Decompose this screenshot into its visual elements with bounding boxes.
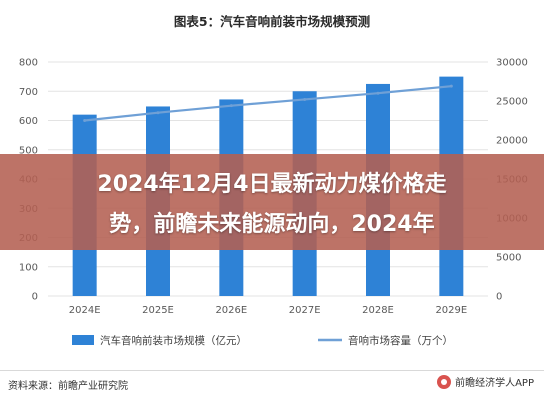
legend-label-line: 音响市场容量（万个） [348, 334, 453, 347]
line-point [229, 104, 233, 108]
left-tick-label: 100 [19, 262, 38, 273]
line-series [83, 84, 453, 122]
right-tick-label: 5000 [496, 253, 521, 264]
right-tick-label: 0 [496, 292, 502, 303]
left-tick-label: 600 [19, 116, 38, 127]
headline-banner: 2024年12月4日最新动力煤价格走 势，前瞻未来能源动向，2024年 [0, 154, 544, 250]
headline-line-2: 势，前瞻未来能源动向，2024年 [109, 212, 435, 237]
right-tick-label: 20000 [496, 136, 528, 147]
x-tick-label: 2025E [142, 305, 174, 316]
x-tick-label: 2026E [215, 305, 247, 316]
legend-label-bar: 汽车音响前装市场规模（亿元） [100, 334, 247, 347]
left-tick-label: 500 [19, 145, 38, 156]
line-point [449, 84, 453, 88]
left-tick-label: 0 [32, 292, 38, 303]
line-point [156, 111, 160, 115]
legend-swatch-bar [72, 335, 94, 345]
brand-logo-icon [437, 374, 452, 389]
x-tick-label: 2029E [435, 305, 467, 316]
series-line [84, 85, 452, 122]
line-point [303, 97, 307, 101]
x-tick-label: 2027E [289, 305, 321, 316]
chart-title: 图表5：汽车音响前装市场规模预测 [173, 14, 371, 29]
line-point [376, 91, 380, 95]
brand-logo-text: 前瞻经济学人APP [455, 378, 534, 389]
legend: 汽车音响前装市场规模（亿元） 音响市场容量（万个） [72, 334, 453, 347]
x-tick-label: 2024E [69, 305, 101, 316]
left-tick-label: 700 [19, 87, 38, 98]
right-tick-label: 30000 [496, 58, 528, 69]
left-tick-label: 800 [19, 58, 38, 69]
footer-divider [0, 370, 544, 371]
right-tick-label: 25000 [496, 97, 528, 108]
line-point [83, 119, 87, 122]
x-axis-ticks: 2024E 2025E 2026E 2027E 2028E 2029E [69, 305, 467, 316]
brand-logo: 前瞻经济学人APP [437, 374, 534, 389]
headline-line-1: 2024年12月4日最新动力煤价格走 [97, 172, 447, 197]
source-note: 资料来源：前瞻产业研究院 [8, 381, 128, 392]
x-tick-label: 2028E [362, 305, 394, 316]
